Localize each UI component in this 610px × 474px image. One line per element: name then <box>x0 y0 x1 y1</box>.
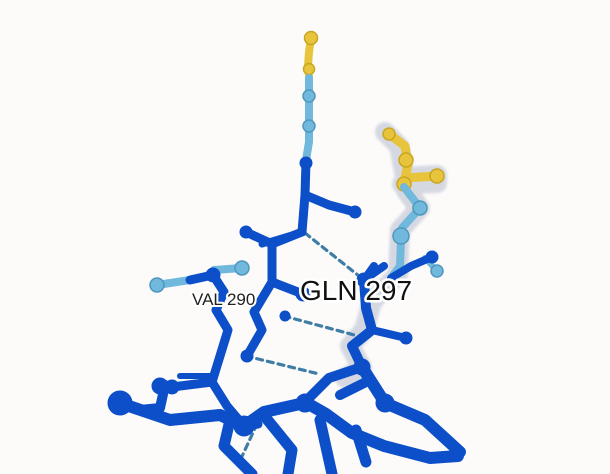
blue-bond-12 <box>387 253 436 282</box>
blue-atom-7 <box>151 377 169 395</box>
blue-bond-15 <box>299 396 464 464</box>
blue-bond-19 <box>314 414 338 474</box>
blue-atom-4 <box>295 286 311 302</box>
light-blue-atom-4 <box>392 227 410 245</box>
yellow-atom-4 <box>398 152 414 168</box>
blue-atom-13 <box>375 393 395 413</box>
blue-bond-20 <box>350 424 372 468</box>
label-gln-297: GLN 297 <box>300 275 412 306</box>
light-blue-atom-6 <box>149 277 165 293</box>
blue-atom-3 <box>239 225 253 239</box>
blue-bond-10 <box>300 275 377 407</box>
residue-labels: VAL 290 GLN 297 <box>190 273 415 312</box>
blue-atom-12 <box>353 358 371 376</box>
blue-atom-9 <box>425 250 439 264</box>
high-confidence-atoms <box>149 74 444 293</box>
blue-atom-8 <box>399 331 413 345</box>
blue-bond-18 <box>260 412 298 474</box>
blue-atom-15 <box>279 310 291 322</box>
blue-atom-2 <box>348 205 362 219</box>
blue-atom-14 <box>240 349 254 363</box>
light-blue-atom-2 <box>302 119 316 133</box>
blue-bond-9 <box>258 228 306 248</box>
very-high-confidence-atoms <box>107 156 466 474</box>
hydrogen-bond-2 <box>282 314 360 338</box>
blue-bond-3 <box>267 239 308 299</box>
light-blue-atom-7 <box>234 260 250 276</box>
light-blue-atom-3 <box>412 200 428 216</box>
yellow-atom-5 <box>429 168 445 184</box>
blue-bond-4 <box>242 277 277 361</box>
blue-atom-1 <box>299 156 313 170</box>
blue-bond-17 <box>218 414 258 474</box>
hydrogen-bond-1 <box>303 231 366 282</box>
blue-bond-1 <box>300 157 360 217</box>
blue-atom-17 <box>356 272 372 288</box>
light-blue-atom-1 <box>302 89 316 103</box>
blue-atom-16 <box>205 267 221 283</box>
label-val-290: VAL 290 <box>192 290 255 309</box>
yellow-atom-3 <box>382 127 396 141</box>
blue-atom-6 <box>107 390 133 416</box>
yellow-atom-2 <box>302 62 316 76</box>
blue-atom-11 <box>295 393 315 413</box>
light-blue-atom-5 <box>430 264 444 278</box>
yellow-atom-1 <box>303 30 319 46</box>
hydrogen-bond-3 <box>244 354 321 376</box>
blue-atom-10 <box>233 415 255 437</box>
